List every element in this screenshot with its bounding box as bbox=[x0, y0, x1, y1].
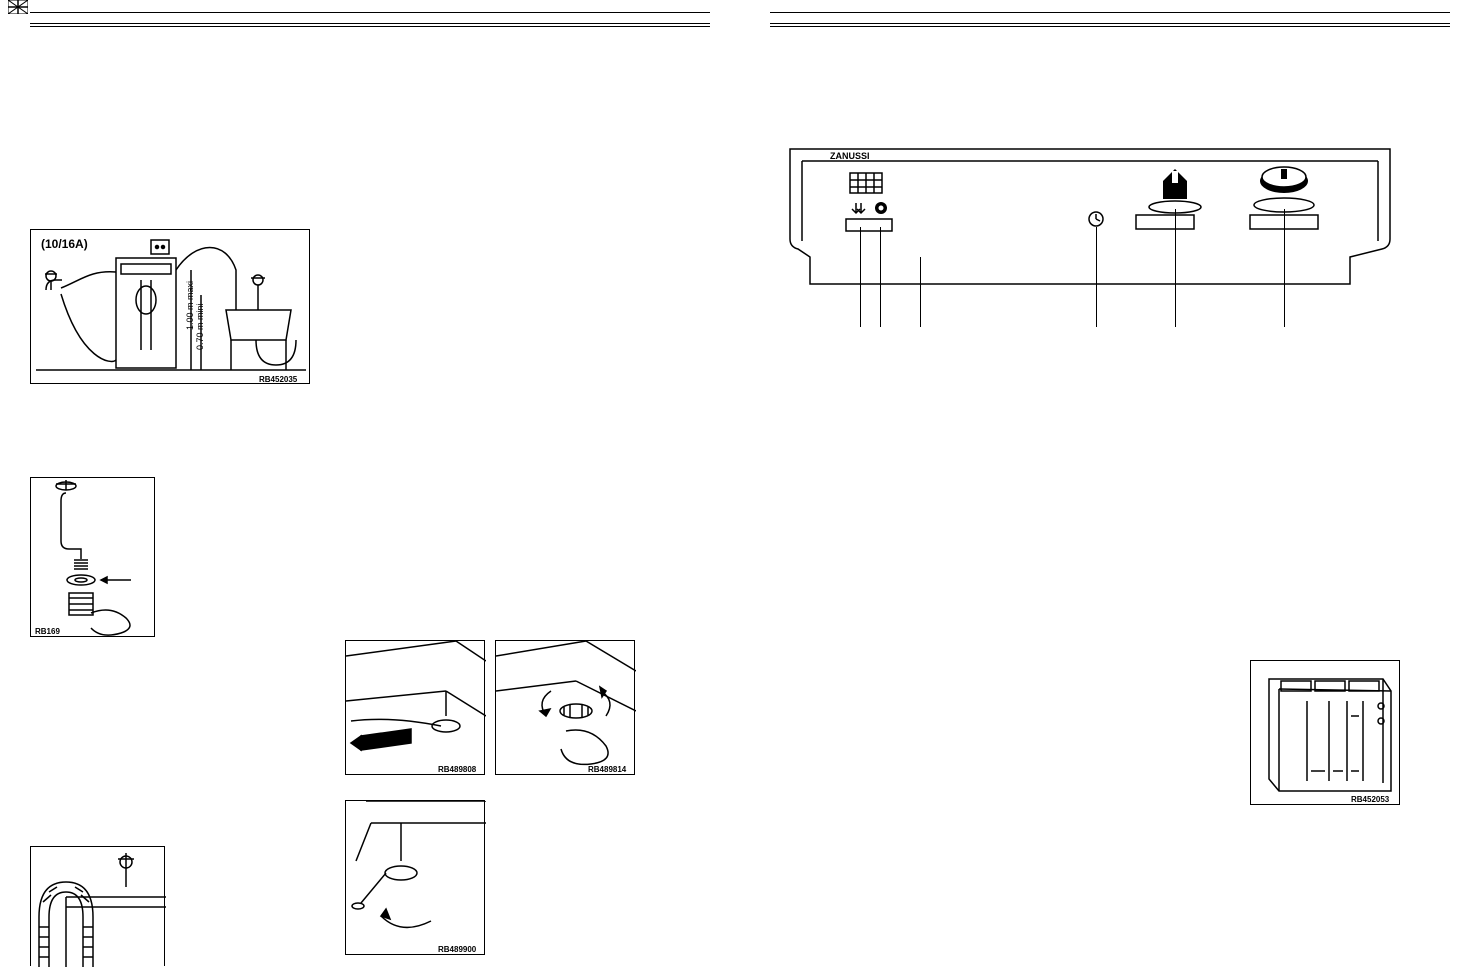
fig-row-4: RB489900 bbox=[345, 800, 485, 958]
fig-drain-hose-edge bbox=[30, 846, 165, 966]
control-panel-diagram: ZANUSSI bbox=[770, 129, 1450, 329]
fig-dispenser-wrap: RB452053 bbox=[1250, 660, 1400, 808]
fig3-code: RB489808 bbox=[438, 765, 477, 774]
fig-tap-connection: RB169 bbox=[30, 477, 155, 637]
fig-front-foot-pull: RB489808 bbox=[345, 640, 485, 775]
rule-double-right bbox=[770, 23, 1450, 29]
brand-label: ZANUSSI bbox=[830, 151, 870, 161]
rule-top-left bbox=[30, 12, 710, 13]
fig-front-foot-turn: RB489814 bbox=[495, 640, 635, 775]
leader-2 bbox=[880, 227, 881, 327]
fuse-label: (10/16A) bbox=[41, 237, 88, 251]
fig1-code: RB452035 bbox=[259, 375, 298, 384]
gb-flag-icon bbox=[8, 0, 28, 14]
fig-row-2: RB169 bbox=[30, 477, 710, 640]
fig5-code: RB489900 bbox=[438, 945, 477, 954]
fig-row-5 bbox=[30, 846, 165, 969]
leader-6 bbox=[1284, 209, 1285, 327]
leader-1 bbox=[860, 227, 861, 327]
leader-3 bbox=[920, 257, 921, 327]
leader-4 bbox=[1096, 227, 1097, 327]
fig-row-3: RB489808 bbox=[345, 640, 635, 775]
leader-5 bbox=[1175, 209, 1176, 327]
fig-rear-foot: RB489900 bbox=[345, 800, 485, 955]
rule-top-right bbox=[770, 12, 1450, 13]
dispenser-code: RB452053 bbox=[1351, 795, 1390, 804]
document-page: (10/16A) bbox=[0, 0, 1480, 979]
rule-double-left bbox=[30, 23, 710, 29]
fig4-code: RB489814 bbox=[588, 765, 627, 774]
right-column: ZANUSSI bbox=[740, 0, 1480, 979]
fig-detergent-dispenser: RB452053 bbox=[1250, 660, 1400, 805]
fig-installation-diagram: (10/16A) bbox=[30, 229, 310, 384]
dim-min-label: 0.70 m mini bbox=[195, 303, 205, 350]
dim-max-label: 1.00 m maxi bbox=[185, 281, 195, 330]
left-column: (10/16A) bbox=[0, 0, 740, 979]
fig2-code: RB169 bbox=[35, 627, 60, 636]
